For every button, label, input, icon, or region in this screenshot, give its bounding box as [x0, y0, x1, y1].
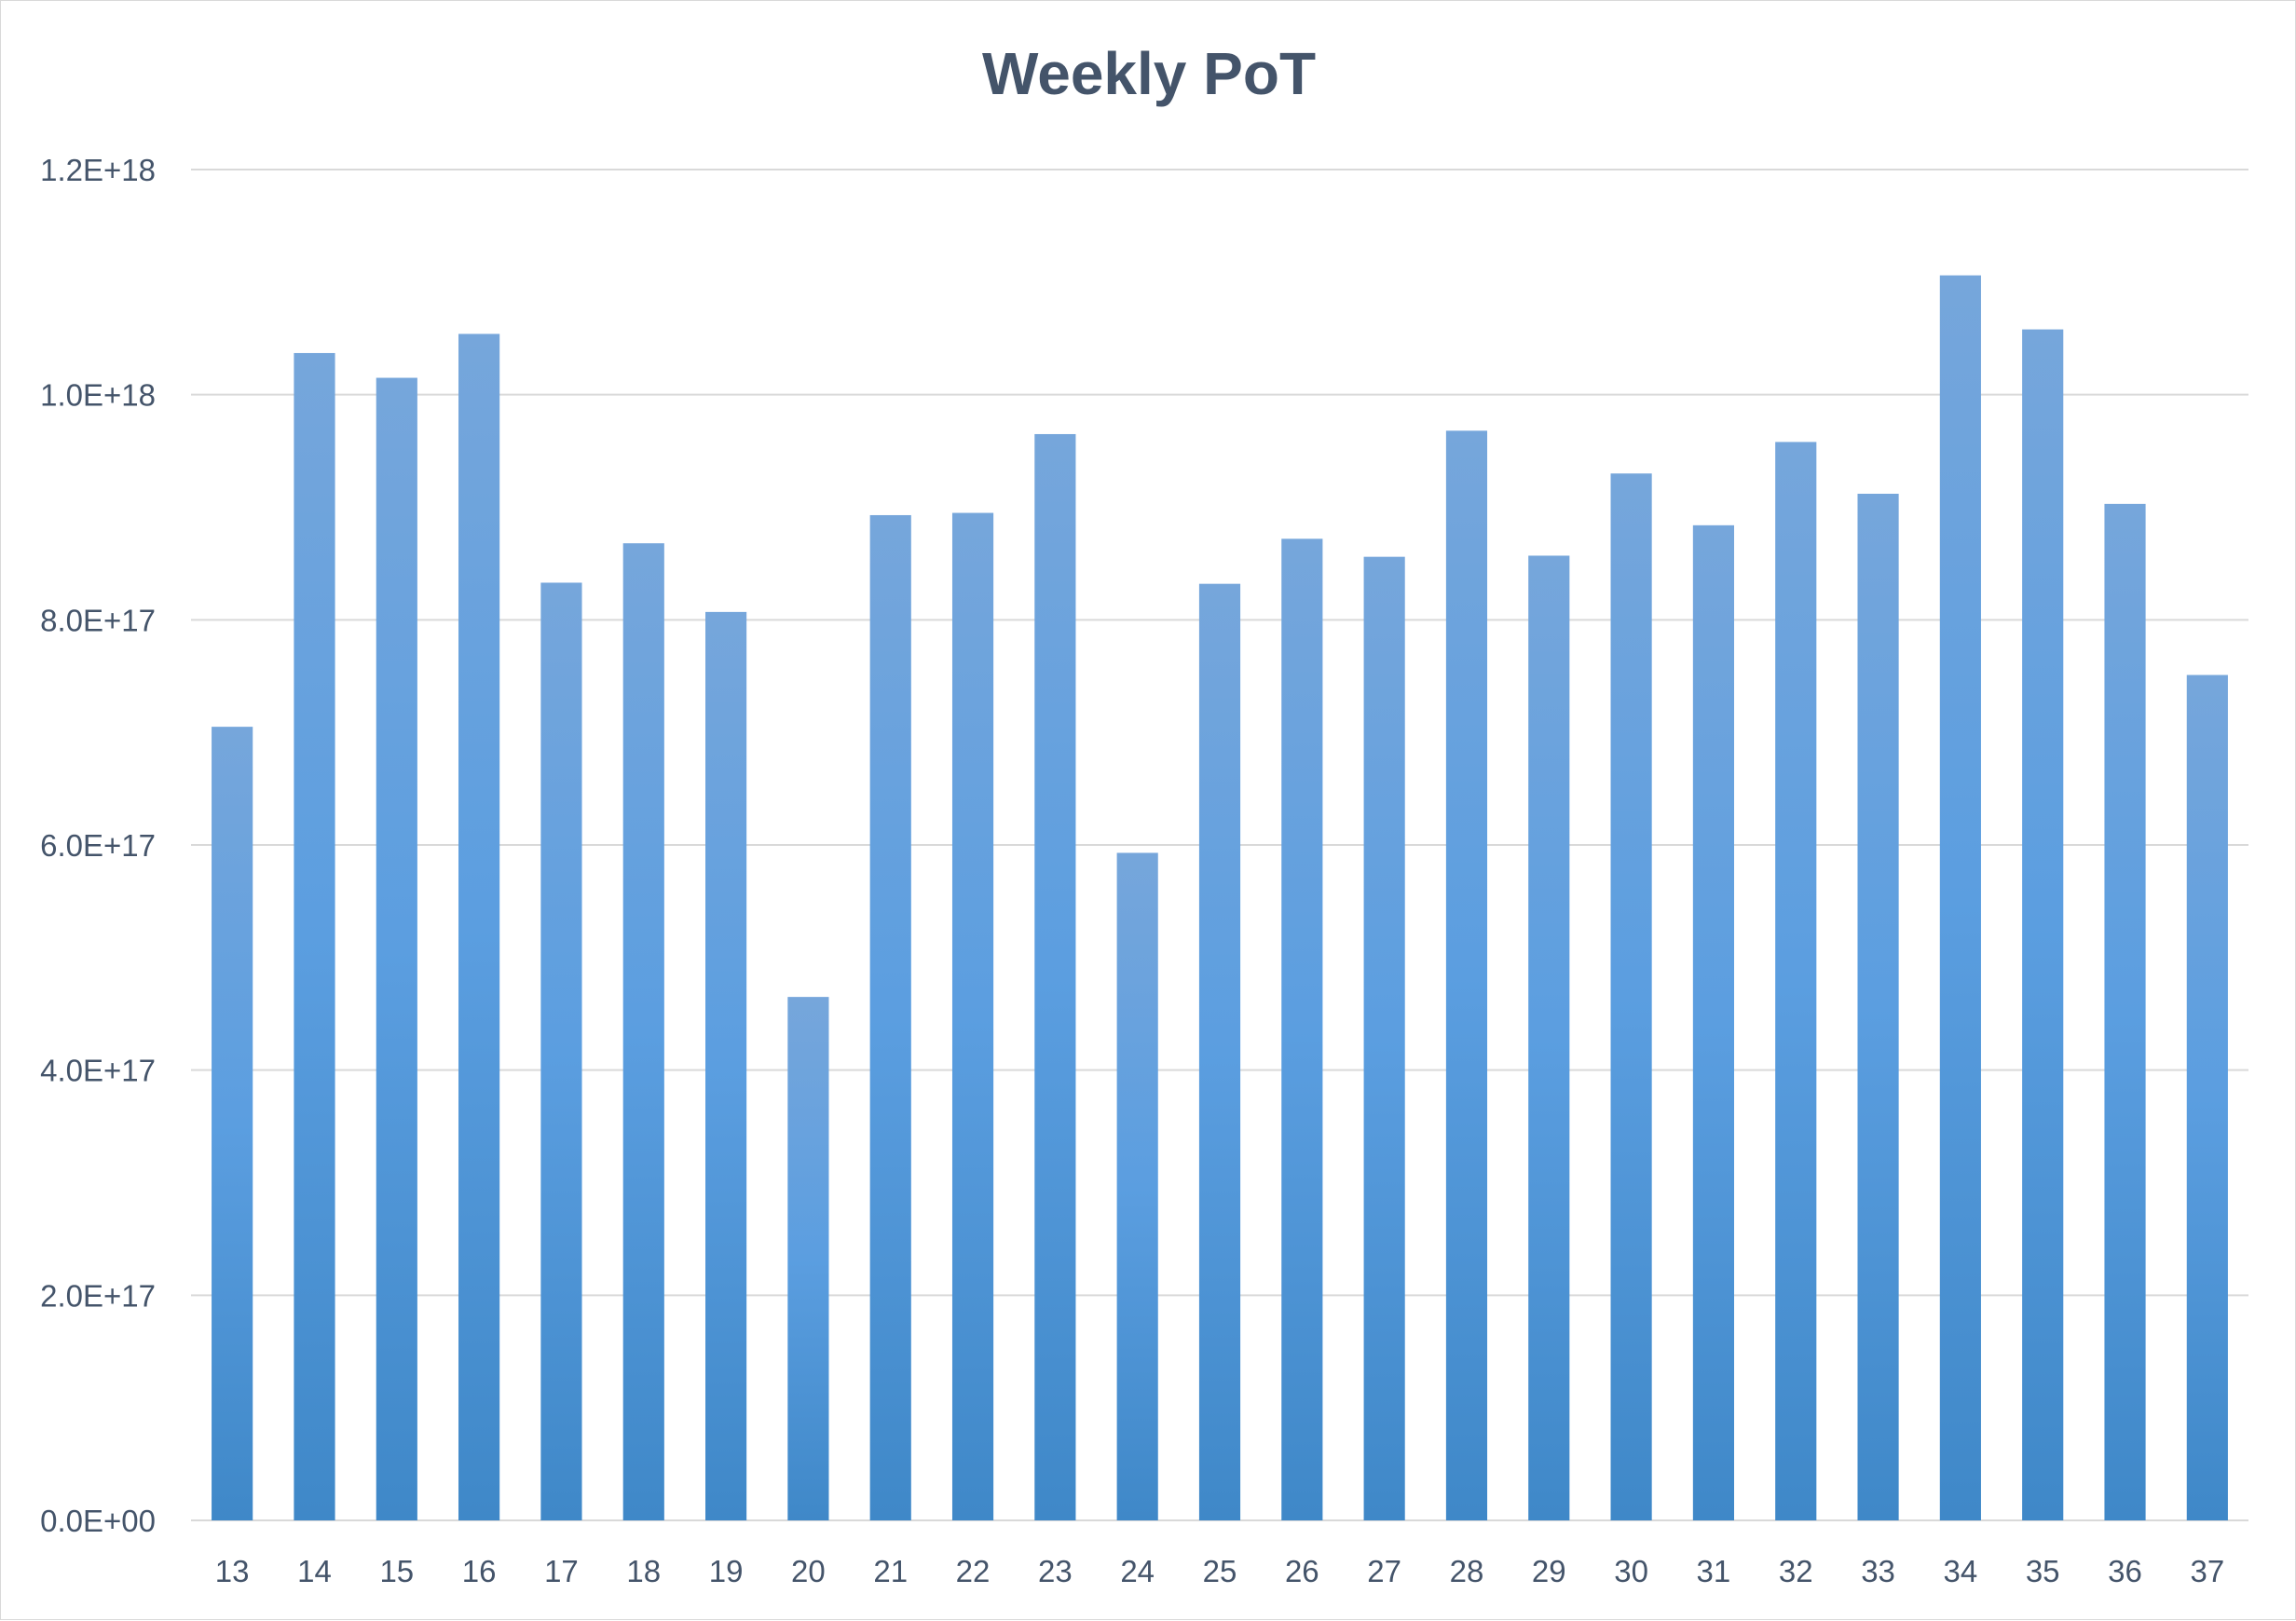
x-tick-label: 21	[873, 1554, 908, 1588]
bar	[540, 582, 582, 1520]
y-tick-label: 1.2E+18	[40, 153, 156, 187]
x-tick-label: 33	[1861, 1554, 1895, 1588]
x-tick-label: 22	[956, 1554, 991, 1588]
x-tick-label: 27	[1367, 1554, 1401, 1588]
x-tick-label: 18	[626, 1554, 661, 1588]
x-tick-label: 23	[1038, 1554, 1073, 1588]
bar	[705, 611, 747, 1520]
bar	[212, 727, 253, 1520]
x-tick-label: 15	[379, 1554, 414, 1588]
bar	[622, 543, 664, 1520]
x-tick-label: 16	[462, 1554, 497, 1588]
x-tick-label: 17	[544, 1554, 579, 1588]
bar	[1445, 430, 1488, 1520]
y-tick-label: 1.0E+18	[40, 378, 156, 413]
bar	[1363, 556, 1405, 1520]
x-tick-label: 26	[1285, 1554, 1319, 1588]
x-tick-label: 14	[297, 1554, 332, 1588]
bar	[2022, 329, 2064, 1520]
x-tick-label: 25	[1203, 1554, 1237, 1588]
bar	[787, 997, 829, 1520]
x-tick-label: 37	[2190, 1554, 2224, 1588]
bar	[869, 514, 911, 1521]
bar	[294, 352, 335, 1520]
bar	[1281, 538, 1323, 1521]
y-tick-label: 8.0E+17	[40, 603, 156, 637]
x-tick-label: 29	[1532, 1554, 1566, 1588]
x-tick-label: 36	[2108, 1554, 2142, 1588]
y-tick-label: 2.0E+17	[40, 1278, 156, 1313]
x-axis-ticks: 13 14 15 16 17 18 19 20 21 22 23 24 25 26 27 28 29 30 31 32…	[215, 1554, 2224, 1588]
x-tick-label: 13	[215, 1554, 250, 1588]
bar	[376, 377, 417, 1521]
bar	[458, 334, 500, 1521]
y-tick-label: 0.0E+00	[40, 1504, 156, 1538]
bar	[1610, 473, 1652, 1520]
x-tick-label: 24	[1120, 1554, 1155, 1588]
bar	[1198, 583, 1241, 1520]
x-tick-label: 35	[2026, 1554, 2060, 1588]
y-tick-label: 6.0E+17	[40, 828, 156, 863]
bar	[1116, 852, 1158, 1520]
bar	[1857, 494, 1899, 1520]
x-tick-label: 30	[1614, 1554, 1648, 1588]
x-tick-label: 32	[1779, 1554, 1813, 1588]
bar	[2104, 503, 2146, 1520]
y-tick-label: 4.0E+17	[40, 1054, 156, 1088]
chart-title: Weekly PoT	[982, 40, 1316, 107]
x-tick-label: 34	[1944, 1554, 1978, 1588]
bars	[212, 275, 2228, 1521]
x-tick-label: 28	[1450, 1554, 1484, 1588]
bar	[1939, 275, 1981, 1520]
bar	[1775, 442, 1817, 1521]
bar	[951, 512, 994, 1520]
bar	[2186, 674, 2228, 1520]
bar	[1034, 433, 1076, 1520]
bar	[1692, 524, 1734, 1521]
x-tick-label: 31	[1697, 1554, 1731, 1588]
x-tick-label: 20	[791, 1554, 826, 1588]
bar	[1528, 555, 1570, 1521]
x-tick-label: 19	[709, 1554, 744, 1588]
y-axis-ticks: 0.0E+00 2.0E+17 4.0E+17 6.0E+17 8.0E+17 1.0E+…	[40, 153, 156, 1538]
